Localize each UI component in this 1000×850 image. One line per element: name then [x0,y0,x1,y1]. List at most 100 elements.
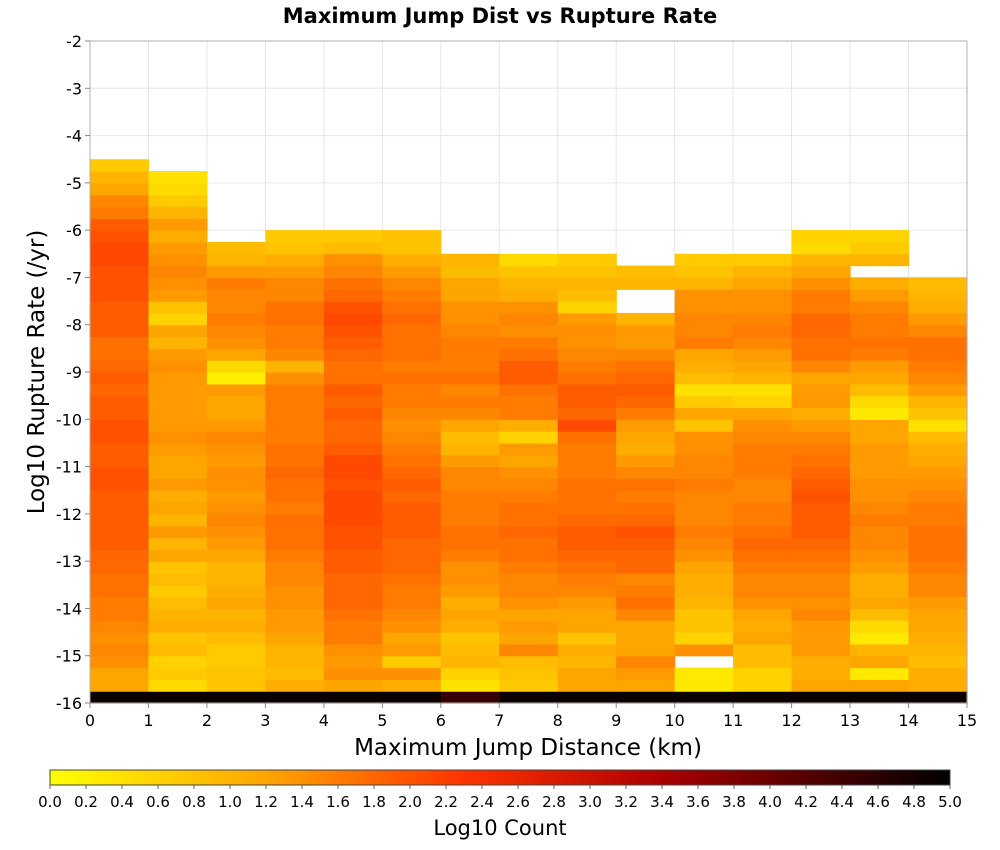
heatmap-cell [265,561,325,574]
heatmap-cell [733,643,793,657]
heatmap-cell [265,620,325,633]
heatmap-cell [908,596,968,610]
heatmap-cell [557,466,617,479]
heatmap-cell [440,419,500,432]
heatmap-cell [148,265,208,279]
heatmap-cell [206,277,266,290]
heatmap-cell [557,348,617,361]
heatmap-cell [557,265,617,279]
heatmap-cell [733,312,793,326]
heatmap-cell [557,691,617,704]
heatmap-cell [850,596,910,610]
heatmap-cell [850,502,910,515]
heatmap-cell [148,218,208,231]
heatmap-cell [850,561,910,574]
colorbar-tick-label: 4.2 [794,793,818,811]
heatmap-cell [733,454,793,468]
heatmap-cell [850,691,910,704]
heatmap-cell [908,348,968,361]
heatmap-cell [850,655,910,669]
heatmap-cell [440,584,500,598]
heatmap-cell [850,241,910,255]
heatmap-cell [148,691,208,704]
heatmap-cell [90,324,150,338]
heatmap-cell [791,230,851,243]
heatmap-cell [323,596,383,610]
heatmap-cell [557,407,617,420]
heatmap-cell [382,372,442,385]
heatmap-cell [908,372,968,385]
heatmap-cell [90,206,150,219]
heatmap-cell [265,312,325,326]
heatmap-cell [791,667,851,680]
heatmap-cell [206,372,266,385]
heatmap-cell [733,265,793,279]
heatmap-cell [440,572,500,586]
heatmap-cell [908,679,968,692]
heatmap-cell [733,537,793,550]
heatmap-cell [90,230,150,243]
heatmap-cell [733,525,793,539]
heatmap-cell [323,561,383,574]
heatmap-cell [90,442,150,456]
heatmap-cell [908,561,968,574]
heatmap-cell [90,241,150,255]
heatmap-cell [616,549,676,562]
colorbar-tick-label: 2.0 [398,793,422,811]
heatmap-cell [265,265,325,279]
heatmap-cell [323,537,383,550]
heatmap-cell [90,383,150,397]
heatmap-cell [557,537,617,550]
heatmap-cell [148,478,208,491]
heatmap-cell [791,537,851,550]
heatmap-cell [733,490,793,503]
x-tick-label: 12 [781,711,801,730]
heatmap-cell [265,372,325,385]
colorbar-tick-label: 1.2 [254,793,278,811]
heatmap-cell [382,419,442,432]
heatmap-cell [265,478,325,491]
y-tick-label: -13 [56,552,82,571]
heatmap-cell [265,537,325,550]
heatmap-cell [733,372,793,385]
heatmap-cell [616,691,676,704]
x-tick-label: 1 [143,711,153,730]
heatmap-cell [908,667,968,680]
heatmap-cell [265,513,325,527]
heatmap-cell [265,336,325,349]
heatmap-cell [791,241,851,255]
heatmap-cell [148,572,208,586]
heatmap-cell [90,502,150,515]
heatmap-cell [440,289,500,302]
heatmap-cell [616,608,676,621]
heatmap-cell [206,608,266,621]
heatmap-cell [674,312,734,326]
heatmap-cell [850,230,910,243]
heatmap-cell [148,383,208,397]
heatmap-cell [323,265,383,279]
heatmap-cell [148,348,208,361]
heatmap-cell [148,277,208,290]
heatmap-cell [908,419,968,432]
heatmap-cell [616,525,676,539]
heatmap-cell [148,312,208,326]
colorbar-tick-label: 3.8 [722,793,746,811]
heatmap-cell [791,549,851,562]
heatmap-cell [206,419,266,432]
heatmap-cell [791,372,851,385]
heatmap-cell [499,454,559,468]
heatmap-cell [616,324,676,338]
y-tick-label: -7 [66,268,82,287]
heatmap-cell [674,643,734,657]
heatmap-cell [206,667,266,680]
heatmap-cell [733,596,793,610]
heatmap-cell [148,561,208,574]
heatmap-cell [206,383,266,397]
heatmap-cell [440,407,500,420]
colorbar [49,769,951,786]
heatmap-cell [499,324,559,338]
heatmap-cell [440,620,500,633]
heatmap-cell [499,667,559,680]
heatmap-cell [850,608,910,621]
heatmap-cell [440,442,500,456]
